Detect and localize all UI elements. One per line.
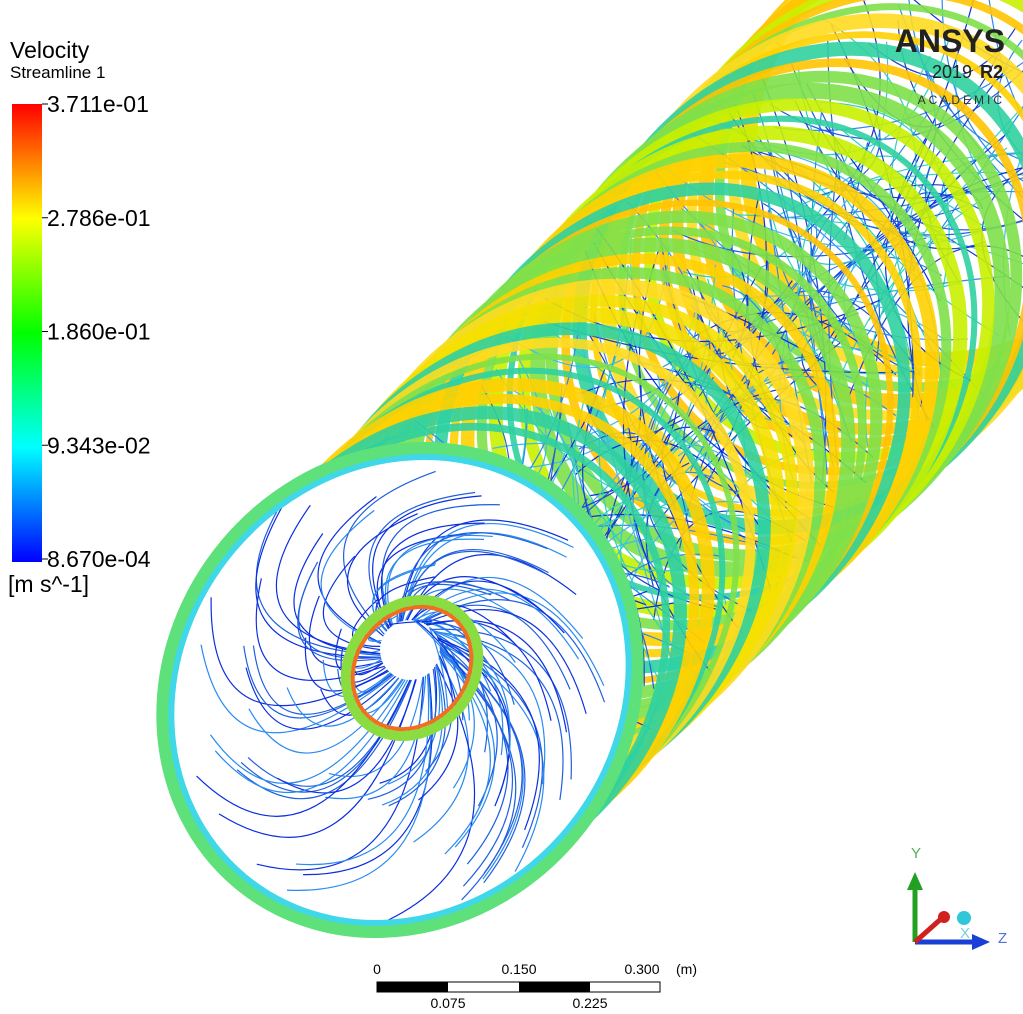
scale-label: 0.075 bbox=[430, 995, 465, 1011]
logo-version: 2019 bbox=[932, 62, 972, 82]
legend-label: 8.670e-04 bbox=[47, 546, 151, 572]
axis-triad: Y X Z bbox=[907, 845, 1007, 950]
streamline-render bbox=[67, 0, 1023, 1014]
logo-name: ANSYS bbox=[895, 23, 1005, 59]
page: Velocity Streamline 1 3.711e-01 2.786e-01… bbox=[0, 0, 1023, 1014]
logo-release: R2 bbox=[980, 62, 1003, 82]
axis-y-label: Y bbox=[911, 845, 921, 862]
axis-z-label: Z bbox=[998, 930, 1007, 947]
legend-labels: 3.711e-01 2.786e-01 1.860e-01 9.343e-02 8.67… bbox=[42, 91, 151, 572]
scale-label: 0.225 bbox=[572, 995, 607, 1011]
viewport: Velocity Streamline 1 3.711e-01 2.786e-01… bbox=[0, 0, 1023, 1014]
scale-label: 0.300 bbox=[624, 961, 659, 977]
scale-bar: 0 0.150 0.300 (m) 0.075 0.225 bbox=[373, 961, 697, 1011]
legend-subtitle: Streamline 1 bbox=[10, 63, 105, 82]
color-bar bbox=[12, 104, 42, 562]
logo-edition: ACADEMIC bbox=[918, 93, 1005, 107]
scale-unit: (m) bbox=[676, 961, 697, 977]
legend-label: 3.711e-01 bbox=[47, 91, 149, 117]
legend-label: 1.860e-01 bbox=[47, 319, 151, 345]
legend-title: Velocity bbox=[10, 37, 90, 63]
legend-label: 9.343e-02 bbox=[47, 432, 151, 458]
scale-label: 0 bbox=[373, 961, 381, 977]
legend-label: 2.786e-01 bbox=[47, 205, 151, 231]
axis-x-label: X bbox=[960, 925, 970, 942]
legend-unit: [m s^-1] bbox=[8, 571, 89, 597]
scale-label: 0.150 bbox=[501, 961, 536, 977]
